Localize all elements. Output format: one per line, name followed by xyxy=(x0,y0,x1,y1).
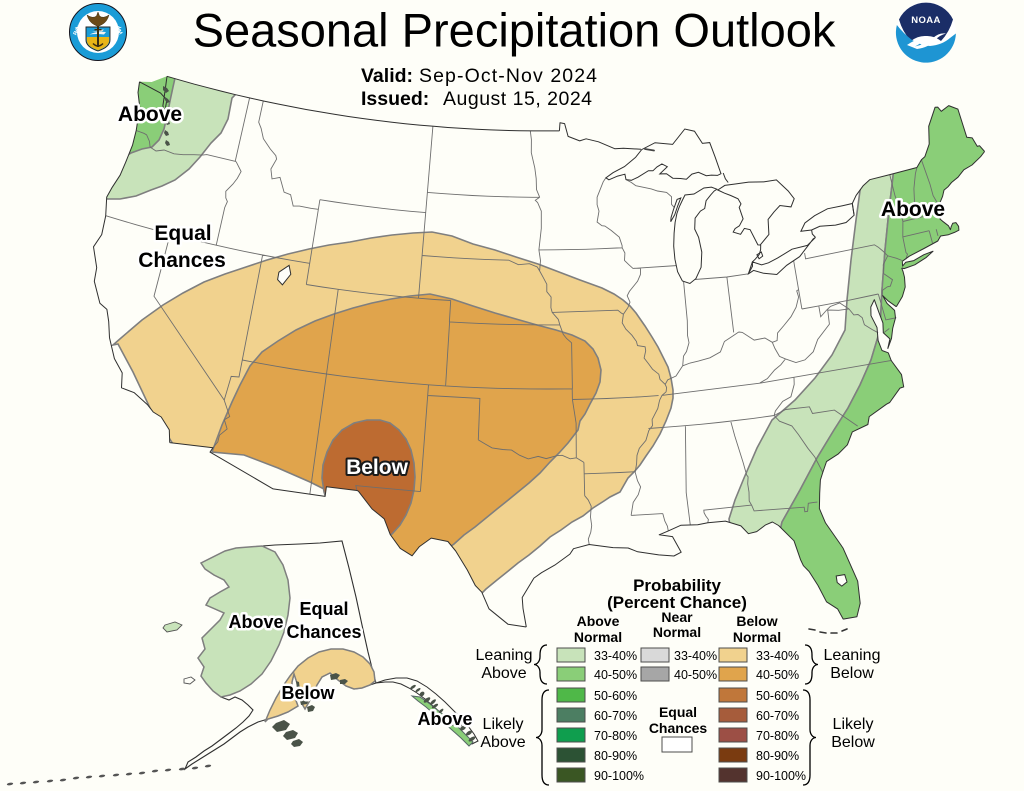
svg-text:50-60%: 50-60% xyxy=(756,689,799,703)
svg-text:Normal: Normal xyxy=(574,629,622,645)
svg-text:Below: Below xyxy=(830,665,874,682)
svg-text:NOAA: NOAA xyxy=(911,15,941,26)
svg-text:80-90%: 80-90% xyxy=(594,749,637,763)
svg-text:40-50%: 40-50% xyxy=(756,668,799,682)
svg-text:70-80%: 70-80% xyxy=(594,729,637,743)
svg-text:Normal: Normal xyxy=(733,629,781,645)
svg-text:Likely: Likely xyxy=(833,716,874,733)
svg-text:(Percent Chance): (Percent Chance) xyxy=(607,593,747,612)
svg-text:Equal: Equal xyxy=(299,599,348,619)
svg-text:Below: Below xyxy=(831,734,875,751)
svg-text:90-100%: 90-100% xyxy=(756,769,806,783)
svg-text:Below: Below xyxy=(736,613,777,629)
svg-text:60-70%: 60-70% xyxy=(594,709,637,723)
svg-text:Below: Below xyxy=(346,456,409,479)
svg-text:Probability: Probability xyxy=(633,576,721,595)
svg-text:Near: Near xyxy=(661,609,693,625)
svg-text:33-40%: 33-40% xyxy=(674,649,717,663)
svg-text:Above: Above xyxy=(577,613,620,629)
svg-text:33-40%: 33-40% xyxy=(756,649,799,663)
svg-text:90-100%: 90-100% xyxy=(594,769,644,783)
svg-text:Leaning: Leaning xyxy=(824,647,881,664)
svg-text:August 15, 2024: August 15, 2024 xyxy=(443,88,593,110)
svg-text:Above: Above xyxy=(118,103,182,126)
svg-text:80-90%: 80-90% xyxy=(756,749,799,763)
svg-text:70-80%: 70-80% xyxy=(756,729,799,743)
svg-text:Above: Above xyxy=(881,198,945,221)
svg-text:Chances: Chances xyxy=(138,249,226,272)
svg-text:Above: Above xyxy=(481,665,526,682)
svg-text:Sep-Oct-Nov 2024: Sep-Oct-Nov 2024 xyxy=(419,65,598,87)
svg-text:60-70%: 60-70% xyxy=(756,709,799,723)
svg-text:Chances: Chances xyxy=(649,720,708,736)
svg-text:Valid:: Valid: xyxy=(361,65,413,87)
svg-text:Above: Above xyxy=(228,612,283,632)
svg-text:Chances: Chances xyxy=(286,622,361,642)
svg-text:50-60%: 50-60% xyxy=(594,689,637,703)
svg-text:Above: Above xyxy=(480,734,525,751)
svg-text:Leaning: Leaning xyxy=(476,647,533,664)
svg-text:40-50%: 40-50% xyxy=(594,668,637,682)
svg-text:40-50%: 40-50% xyxy=(674,668,717,682)
svg-text:Above: Above xyxy=(417,709,472,729)
svg-text:Equal: Equal xyxy=(659,704,697,720)
svg-text:Below: Below xyxy=(281,683,335,703)
svg-text:33-40%: 33-40% xyxy=(594,649,637,663)
svg-text:Seasonal Precipitation Outlook: Seasonal Precipitation Outlook xyxy=(193,4,836,57)
svg-text:Issued:: Issued: xyxy=(361,88,429,110)
svg-text:Likely: Likely xyxy=(483,716,524,733)
svg-text:Normal: Normal xyxy=(653,624,701,640)
svg-text:Equal: Equal xyxy=(154,222,211,245)
